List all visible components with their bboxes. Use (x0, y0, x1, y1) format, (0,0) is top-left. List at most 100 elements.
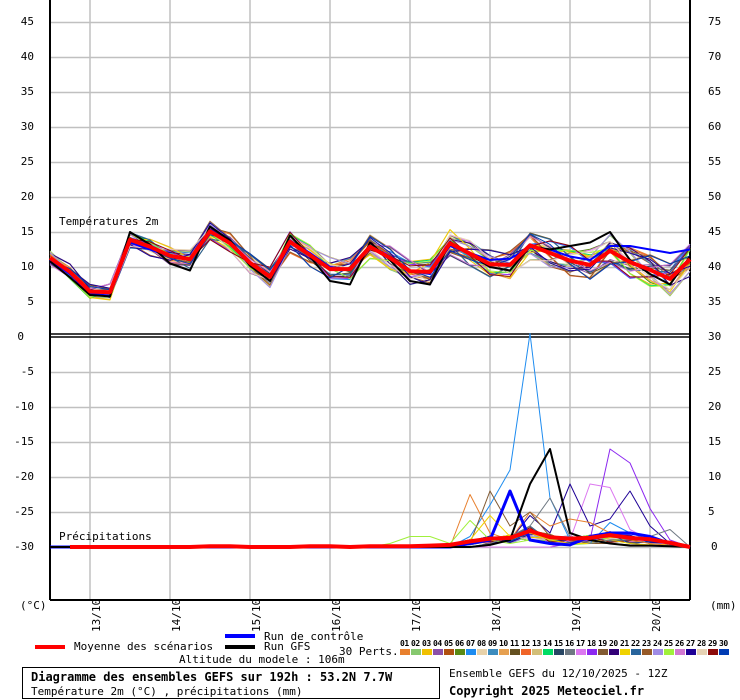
perturbation-swatch (433, 649, 443, 655)
mean-legend-label: Moyenne des scénarios (74, 640, 214, 653)
perturbation-number: 23 (642, 639, 651, 648)
perts-label: 30 Perts. (339, 645, 399, 658)
perturbation-number: 16 (565, 639, 574, 648)
perturbation-number: 25 (664, 639, 673, 648)
x-tick-label: 15/10 (250, 598, 263, 632)
perturbation-number: 05 (444, 639, 453, 648)
right-tick: 15 (708, 435, 722, 448)
perturbation-number: 21 (620, 639, 629, 648)
mean-legend-swatch (35, 645, 65, 649)
x-tick-label: 20/10 (650, 598, 663, 632)
x-tick-label: 18/10 (490, 598, 503, 632)
precipitation-section-label: Précipitations (59, 530, 152, 543)
perturbation-swatch (466, 649, 476, 655)
left-tick: -30 (14, 540, 34, 553)
right-tick: 20 (708, 400, 722, 413)
chart-subtitle: Température 2m (°C) , précipitations (mm… (31, 685, 303, 698)
perturbation-number: 14 (543, 639, 552, 648)
perturbation-swatch (455, 649, 465, 655)
perturbation-number: 02 (411, 639, 420, 648)
perturbation-swatch (510, 649, 520, 655)
perturbation-swatch (620, 649, 630, 655)
perturbation-number: 09 (488, 639, 497, 648)
perturbation-swatch (675, 649, 685, 655)
right-tick: 0 (711, 540, 718, 553)
left-tick: 30 (20, 120, 34, 133)
perturbation-swatch (598, 649, 608, 655)
right-tick: 50 (708, 190, 722, 203)
left-tick: -10 (14, 400, 34, 413)
perturbation-swatch (653, 649, 663, 655)
perturbation-swatch (477, 649, 487, 655)
perturbation-number: 06 (455, 639, 464, 648)
perturbation-number: 17 (576, 639, 585, 648)
perturbation-swatch (488, 649, 498, 655)
left-tick: -15 (14, 435, 34, 448)
control-legend-label: Run de contrôle (264, 630, 364, 643)
x-tick-label: 13/10 (90, 598, 103, 632)
chart-title: Diagramme des ensembles GEFS sur 192h : … (31, 670, 393, 684)
left-tick: 40 (20, 50, 34, 63)
x-tick-label: 14/10 (170, 598, 183, 632)
copyright: Copyright 2025 Meteociel.fr (449, 684, 645, 698)
perturbation-swatch (422, 649, 432, 655)
perturbation-number: 13 (532, 639, 541, 648)
gfs-legend-swatch (225, 645, 255, 649)
control-legend-swatch (225, 634, 255, 638)
perturbation-swatch (444, 649, 454, 655)
title-box: Diagramme des ensembles GEFS sur 192h : … (22, 667, 440, 699)
right-tick: 45 (708, 225, 722, 238)
left-tick: 10 (20, 260, 34, 273)
perturbation-swatch (499, 649, 509, 655)
perturbation-number: 04 (433, 639, 442, 648)
x-tick-label: 17/10 (410, 598, 423, 632)
right-tick: 65 (708, 85, 722, 98)
left-unit: (°C) (20, 599, 47, 612)
x-tick-label: 19/10 (570, 598, 583, 632)
right-tick: 70 (708, 50, 722, 63)
perturbation-swatch (697, 649, 707, 655)
right-tick: 10 (708, 470, 722, 483)
left-tick: 20 (20, 190, 34, 203)
left-tick: 15 (20, 225, 34, 238)
perturbation-number: 01 (400, 639, 409, 648)
perturbation-swatch (411, 649, 421, 655)
right-tick: 25 (708, 365, 722, 378)
perturbation-number: 08 (477, 639, 486, 648)
perturbation-number: 22 (631, 639, 640, 648)
perturbation-number: 19 (598, 639, 607, 648)
left-tick: 25 (20, 155, 34, 168)
perturbation-swatch (400, 649, 410, 655)
perturbation-number: 30 (719, 639, 728, 648)
right-tick: 40 (708, 260, 722, 273)
perturbation-number: 18 (587, 639, 596, 648)
perturbation-number: 10 (499, 639, 508, 648)
perturbation-swatch (565, 649, 575, 655)
gfs-legend-label: Run GFS (264, 640, 311, 653)
perturbation-number: 11 (510, 639, 519, 648)
perturbation-swatch (719, 649, 729, 655)
right-tick: 60 (708, 120, 722, 133)
left-tick: -25 (14, 505, 34, 518)
perturbation-swatch (521, 649, 531, 655)
run-info: Ensemble GEFS du 12/10/2025 - 12Z (449, 667, 668, 680)
right-tick: 55 (708, 155, 722, 168)
right-tick: 35 (708, 295, 722, 308)
right-unit: (mm) (710, 599, 737, 612)
perturbation-swatches (400, 649, 730, 655)
perturbation-numbers: 01 02 03 04 05 06 07 08 09 10 11 12 13 14 15 16 17 18 19 20… (400, 639, 730, 648)
perturbation-number: 07 (466, 639, 475, 648)
left-tick: 0 (17, 330, 24, 343)
perturbation-swatch (642, 649, 652, 655)
perturbation-swatch (631, 649, 641, 655)
perturbation-swatch (532, 649, 542, 655)
perturbation-swatch (686, 649, 696, 655)
altitude-label: Altitude du modele : 106m (179, 653, 345, 666)
perturbation-number: 28 (697, 639, 706, 648)
left-tick: -20 (14, 470, 34, 483)
x-tick-label: 16/10 (330, 598, 343, 632)
perturbation-number: 29 (708, 639, 717, 648)
right-tick: 30 (708, 330, 722, 343)
perturbation-swatch (554, 649, 564, 655)
